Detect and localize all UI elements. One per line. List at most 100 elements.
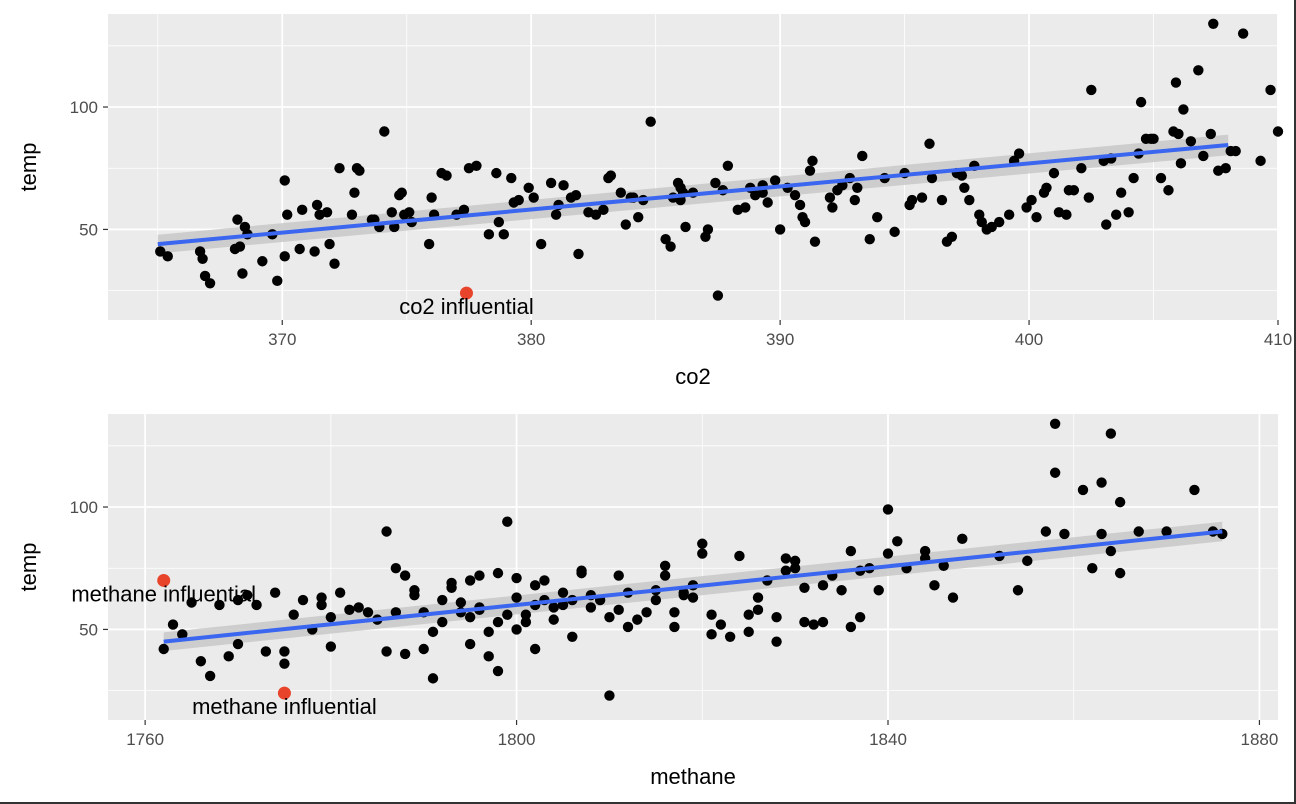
data-point — [334, 587, 346, 598]
data-point — [1026, 194, 1037, 206]
data-point — [1022, 555, 1033, 567]
data-point — [260, 646, 272, 657]
data-point — [1068, 185, 1080, 196]
y-axis-title: temp — [16, 543, 41, 592]
data-point — [605, 170, 617, 181]
data-point — [279, 175, 290, 186]
data-point — [872, 211, 883, 223]
data-point — [857, 150, 868, 162]
data-point — [232, 594, 244, 606]
data-point — [197, 253, 208, 264]
data-point — [1173, 128, 1184, 140]
data-point — [743, 626, 754, 638]
data-point — [604, 611, 615, 623]
data-point — [570, 189, 582, 201]
data-point — [195, 656, 207, 667]
data-point — [498, 229, 510, 240]
y-axis-title: temp — [16, 143, 41, 192]
data-point — [613, 604, 624, 616]
data-point — [1096, 477, 1107, 488]
data-point — [687, 592, 699, 603]
x-tick-label: 370 — [268, 330, 296, 349]
data-point — [381, 526, 392, 537]
data-point — [427, 673, 439, 684]
data-point — [528, 192, 539, 203]
data-point — [849, 194, 861, 206]
data-point — [613, 570, 624, 581]
data-point — [251, 599, 262, 611]
data-point — [158, 643, 169, 655]
data-point — [882, 504, 894, 515]
data-point — [390, 563, 402, 574]
data-point — [492, 616, 504, 628]
data-point — [1133, 526, 1144, 537]
data-point — [1189, 484, 1200, 496]
data-point — [780, 565, 792, 576]
data-point — [771, 611, 782, 623]
data-point — [1021, 202, 1032, 213]
data-point — [710, 177, 721, 189]
data-point — [529, 643, 541, 655]
regression-line — [157, 142, 1229, 247]
data-point — [1205, 128, 1216, 140]
data-point — [483, 626, 494, 638]
data-point — [237, 268, 248, 279]
data-point — [1170, 77, 1182, 88]
data-point — [715, 619, 727, 630]
data-point — [329, 258, 340, 269]
data-point — [799, 216, 811, 228]
data-point — [817, 580, 829, 591]
data-point — [734, 550, 745, 562]
data-point — [622, 621, 634, 633]
data-point — [809, 236, 821, 247]
data-point — [325, 641, 337, 652]
data-point — [1114, 567, 1126, 579]
data-point — [1193, 65, 1204, 76]
data-point — [353, 602, 364, 613]
data-point — [697, 538, 708, 549]
influential-point — [157, 573, 171, 587]
data-point — [282, 209, 293, 220]
data-point — [957, 533, 968, 545]
data-point — [390, 607, 402, 618]
data-point — [789, 555, 801, 567]
data-point — [799, 582, 810, 594]
data-point — [712, 290, 724, 301]
data-point — [659, 570, 671, 581]
data-point — [1237, 28, 1249, 39]
plot-panel-background — [108, 414, 1278, 720]
data-point — [535, 238, 547, 250]
data-point — [669, 621, 680, 633]
data-point — [242, 589, 253, 601]
data-point — [938, 560, 949, 571]
data-point — [774, 224, 786, 235]
data-point — [474, 570, 485, 581]
x-tick-label: 380 — [517, 330, 545, 349]
data-point — [520, 609, 532, 620]
x-tick-label: 1800 — [498, 730, 536, 749]
data-point — [511, 572, 522, 584]
data-point — [1083, 192, 1095, 203]
data-point — [680, 221, 691, 233]
scatter-panel-methane: 1760 1800 1840 1880 50 100 methane influential… — [16, 414, 1278, 789]
data-point — [590, 209, 602, 220]
data-point — [976, 216, 987, 228]
data-point — [162, 251, 173, 262]
data-point — [789, 563, 801, 574]
data-point — [493, 216, 505, 228]
data-point — [483, 651, 494, 662]
data-point — [464, 638, 476, 650]
x-tick-label: 400 — [1015, 330, 1043, 349]
data-point — [399, 648, 411, 660]
data-point — [458, 204, 470, 216]
data-point — [502, 609, 513, 620]
data-point — [1128, 172, 1139, 184]
data-point — [309, 246, 320, 257]
data-point — [993, 216, 1005, 228]
data-point — [1255, 155, 1266, 167]
data-point — [550, 209, 562, 220]
data-point — [513, 194, 524, 206]
data-point — [427, 626, 439, 638]
data-point — [794, 199, 806, 211]
